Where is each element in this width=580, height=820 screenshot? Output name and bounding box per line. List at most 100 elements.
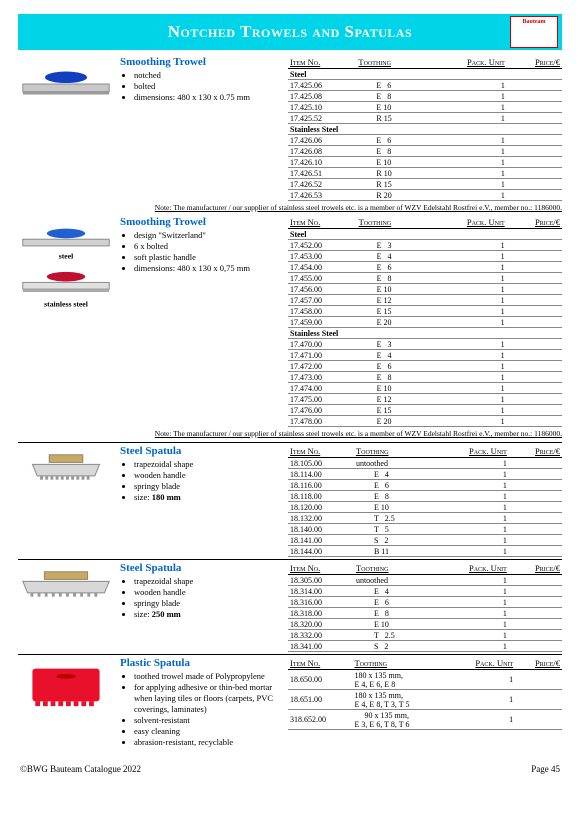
cell-price [507,240,562,251]
table-row: 17.473.00E 81 [288,372,562,383]
cell-tooth: 180 x 135 mm,E 4, E 8, T 3, T 5 [353,690,448,710]
product-title: Plastic Spatula [120,657,288,669]
cell-pack: 1 [432,480,509,491]
bullet: notched [134,70,288,81]
cell-tooth: T 2.5 [354,630,432,641]
product-bullets: toothed trowel made of Polypropylenefor … [120,671,288,748]
cell-item: 17.471.00 [288,350,357,361]
price-table: Item No.ToothingPack. UnitPrice/€Steel17… [288,56,562,201]
table-row: 18.132.00T 2.51 [288,513,562,524]
cell-price [507,339,562,350]
product-bullets: design "Switzerland"6 x boltedsoft plast… [120,230,288,274]
cell-price [509,535,562,546]
cell-tooth: E 15 [357,405,427,416]
cell-tooth: E 10 [356,102,427,113]
cell-pack: 1 [448,690,515,710]
col-tooth: Toothing [356,56,427,69]
cell-pack: 1 [427,306,507,317]
cell-price [509,491,562,502]
cell-item: 17.426.10 [288,157,356,168]
cell-tooth: R 20 [356,190,427,201]
table-row: 18.316.00E 61 [288,597,562,608]
cell-item: 18.332.00 [288,630,354,641]
cell-pack: 1 [432,535,509,546]
col-price: Price/€ [507,216,562,229]
cell-pack: 1 [432,586,509,597]
table-row: 17.426.06E 61 [288,135,562,146]
cell-item: 17.426.52 [288,179,356,190]
col-item: Item No. [288,216,357,229]
product-title: Steel Spatula [120,445,288,457]
cell-pack: 1 [427,372,507,383]
cell-item: 17.455.00 [288,273,357,284]
cell-item: 17.426.08 [288,146,356,157]
subheader-row: Steel [288,229,562,240]
supplier-note: Note: The manufacturer / our supplier of… [18,203,562,212]
cell-pack: 1 [427,295,507,306]
cell-price [507,113,562,124]
cell-price [507,190,562,201]
bullet: springy blade [134,481,288,492]
cell-pack: 1 [432,641,509,652]
svg-text:stainless steel: stainless steel [44,299,88,308]
cell-tooth: E 12 [357,295,427,306]
page-title: Notched Trowels and Spatulas [18,14,562,50]
bullet: toothed trowel made of Polypropylene [134,671,288,682]
table-row: 17.426.53R 201 [288,190,562,201]
cell-price [509,480,562,491]
product-image [18,445,118,489]
price-table: Item No.ToothingPack. UnitPrice/€18.105.… [288,445,562,557]
cell-tooth: E 10 [356,157,427,168]
col-pack: Pack. Unit [448,657,515,670]
cell-price [507,146,562,157]
bullet: easy cleaning [134,726,288,737]
cell-item: 17.472.00 [288,361,357,372]
table-row: 18.105.00untoothed1 [288,458,562,469]
brand-logo: Bauteam [510,16,558,48]
cell-price [507,179,562,190]
cell-tooth: T 2.5 [354,513,432,524]
table-row: 17.426.52R 151 [288,179,562,190]
cell-tooth: B 11 [354,546,432,557]
bullet: soft plastic handle [134,252,288,263]
table-row: 18.318.00E 81 [288,608,562,619]
cell-price [509,513,562,524]
cell-pack: 1 [427,102,506,113]
cell-price [507,284,562,295]
cell-item: 17.425.08 [288,91,356,102]
cell-tooth: E 10 [357,284,427,295]
cell-pack: 1 [427,416,507,427]
table-row: 17.474.00E 101 [288,383,562,394]
cell-tooth: E 10 [357,383,427,394]
product-section: Steel Spatulatrapezoidal shapewooden han… [18,562,562,652]
col-item: Item No. [288,445,354,458]
cell-tooth: E 4 [357,350,427,361]
cell-pack: 1 [448,710,515,730]
product-section: Smoothing Trowelnotchedbolteddimensions:… [18,56,562,201]
cell-tooth: E 20 [357,416,427,427]
table-row: 18.114.00E 41 [288,469,562,480]
cell-pack: 1 [432,502,509,513]
cell-price [509,458,562,469]
cell-tooth: 180 x 135 mm,E 4, E 6, E 8 [353,670,448,690]
cell-pack: 1 [427,262,507,273]
cell-tooth: E 6 [354,597,432,608]
cell-price [507,361,562,372]
cell-tooth: E 8 [357,273,427,284]
cell-item: 18.105.00 [288,458,354,469]
cell-tooth: E 8 [354,608,432,619]
cell-item: 18.144.00 [288,546,354,557]
cell-item: 18.650.00 [288,670,353,690]
cell-tooth: E 6 [357,262,427,273]
cell-tooth: E 8 [356,146,427,157]
product-bullets: trapezoidal shapewooden handlespringy bl… [120,459,288,503]
cell-price [509,597,562,608]
table-row: 18.332.00T 2.51 [288,630,562,641]
subheader-row: Stainless Steel [288,328,562,339]
cell-price [509,575,562,586]
cell-tooth: 90 x 135 mm,E 3, E 6, T 8, T 6 [353,710,448,730]
cell-pack: 1 [432,619,509,630]
cell-price [509,586,562,597]
table-row: 18.120.00E 101 [288,502,562,513]
bullet: dimensions: 480 x 130 x 0,75 mm [134,263,288,274]
